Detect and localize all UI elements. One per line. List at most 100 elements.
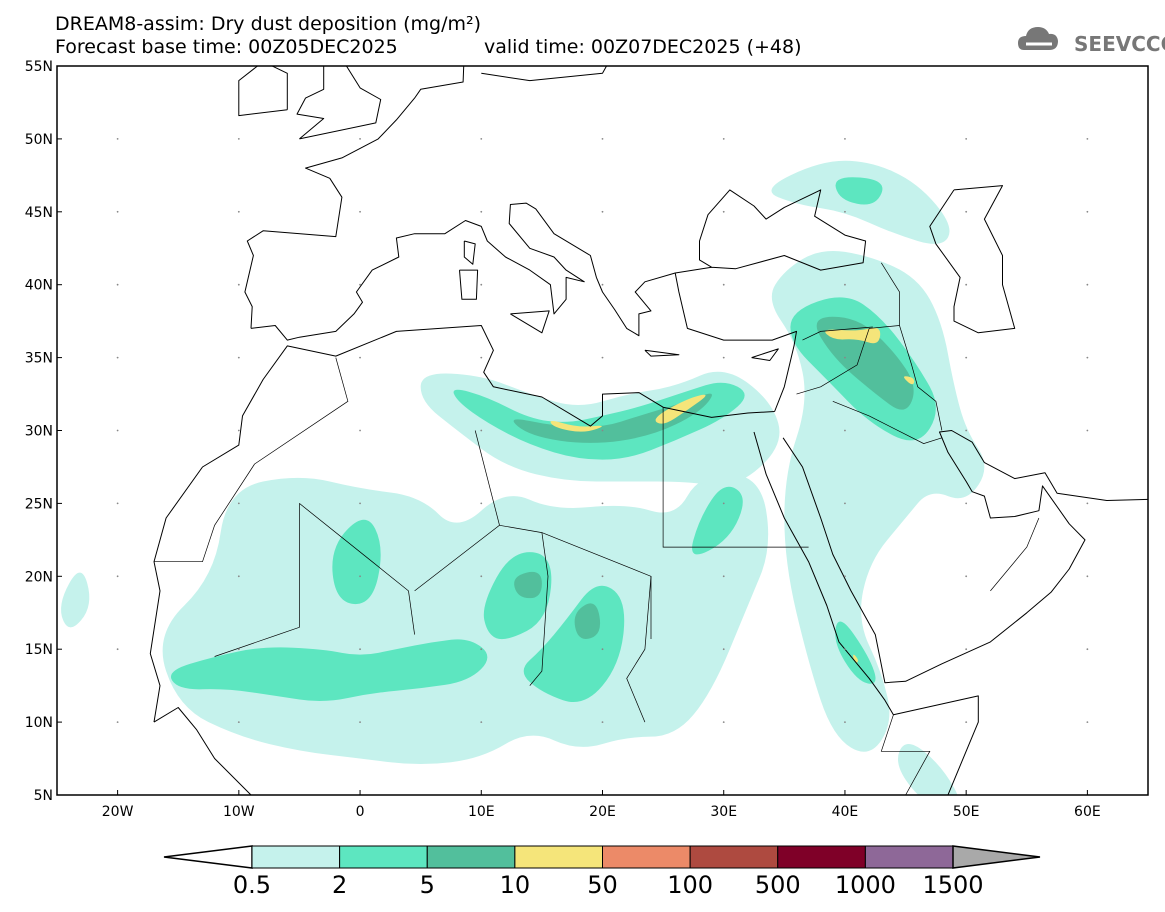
grid-dot	[601, 138, 604, 140]
dust-contour-libya-dark	[513, 393, 712, 443]
grid-dot	[965, 721, 968, 723]
grid-dot	[722, 429, 725, 432]
grid-dot	[965, 283, 968, 286]
grid-dot	[116, 210, 119, 213]
dust-contour-sahel-light	[162, 474, 769, 765]
grid-dot	[480, 429, 483, 432]
grid-dot	[722, 356, 725, 359]
grid-dot	[359, 721, 361, 723]
coast-europe-med	[250, 202, 676, 341]
grid-dot	[1086, 429, 1089, 432]
colorbar-level-label: 50	[587, 871, 618, 899]
grid-dot	[480, 283, 483, 286]
grid-dot	[601, 721, 604, 723]
grid-dot	[237, 575, 240, 578]
grid-dot	[722, 283, 725, 286]
grid-dot	[359, 283, 361, 286]
colorbar-level-label: 100	[667, 871, 713, 899]
dust-contour-syria-yellow	[825, 327, 881, 344]
country-border	[880, 714, 931, 795]
lon-label: 20E	[589, 804, 616, 820]
lon-label: 60E	[1074, 804, 1101, 820]
country-border	[254, 357, 349, 465]
colorbar-swatch	[514, 845, 603, 869]
country-border	[802, 326, 873, 341]
grid-dot	[965, 356, 968, 359]
grid-dot	[237, 721, 240, 723]
grid-dot	[359, 138, 361, 140]
lon-label: 10W	[223, 804, 255, 820]
grid-dot	[1086, 648, 1089, 651]
grid-dot	[601, 575, 604, 578]
grid-dot	[601, 648, 604, 651]
grid-dot	[116, 575, 119, 578]
grid-dot	[965, 648, 968, 651]
grid-dot	[359, 356, 361, 359]
grid-dot	[965, 429, 968, 432]
dust-contour-egypt-mid	[692, 486, 743, 555]
dust-contour-caucasus-mid	[835, 177, 883, 205]
grid-dot	[237, 502, 240, 505]
grid-dot	[480, 138, 483, 140]
country-border	[899, 325, 943, 431]
grid-dots	[116, 138, 1089, 723]
map-title: DREAM8-assim: Dry dust deposition (mg/m²…	[55, 13, 481, 35]
lon-label: 50E	[953, 804, 980, 820]
cloud-icon	[1018, 27, 1058, 50]
grid-dot	[722, 210, 725, 213]
grid-dot	[237, 283, 240, 286]
grid-dot	[601, 283, 604, 286]
dust-contour-chad-dark	[574, 603, 601, 639]
dust-contour-mali-mid	[332, 519, 381, 605]
grid-dot	[237, 648, 240, 651]
grid-dot	[480, 356, 483, 359]
coast-caspian	[929, 185, 1016, 334]
coast-arabia	[782, 430, 1148, 684]
grid-dot	[1086, 138, 1089, 140]
country-border	[214, 503, 300, 657]
grid-dot	[722, 575, 725, 578]
dust-contour-niger-dark	[514, 571, 542, 599]
coast-baltic	[481, 66, 608, 82]
grid-dot	[1086, 575, 1089, 578]
grid-dot	[480, 721, 483, 723]
grid-dot	[1086, 721, 1089, 723]
colorbar-swatch	[602, 845, 691, 869]
dust-contour-libya-mid	[453, 382, 745, 460]
grid-dot	[116, 721, 119, 723]
lat-label: 10N	[25, 715, 53, 731]
lat-label: 40N	[25, 278, 53, 294]
grid-dot	[844, 575, 846, 578]
grid-dot	[844, 721, 846, 723]
lat-label: 25N	[25, 496, 53, 512]
lat-label: 30N	[25, 424, 53, 440]
grid-dot	[844, 502, 846, 505]
coastlines-and-borders	[149, 66, 1148, 795]
longitude-labels: 20W 10W 0 10E 20E 30E 40E 50E 60E	[102, 790, 1101, 820]
grid-dot	[844, 356, 846, 359]
grid-dot	[844, 210, 846, 213]
grid-dot	[601, 210, 604, 213]
country-border	[796, 325, 900, 395]
dust-contour-sahel-west-mid	[170, 639, 488, 702]
dust-contour-iraq-dark	[816, 316, 914, 410]
grid-dot	[722, 648, 725, 651]
colorbar-level-label: 5	[420, 871, 435, 899]
grid-dot	[116, 356, 119, 359]
country-border	[626, 576, 652, 723]
colorbar-swatch	[339, 845, 428, 869]
grid-dot	[601, 356, 604, 359]
grid-dot	[844, 648, 846, 651]
country-border	[529, 532, 549, 686]
colorbar-level-label: 10	[500, 871, 531, 899]
grid-dot	[1086, 283, 1089, 286]
seevccc-logo: SEEVCCC	[1018, 27, 1165, 56]
colorbar-level-label: 1500	[922, 871, 983, 899]
latitude-labels: 55N 50N 45N 40N 35N 30N 25N 20N 15N 10N 5N	[25, 59, 62, 804]
grid-dot	[359, 429, 361, 432]
lat-label: 55N	[25, 59, 53, 75]
colorbar-above-triangle	[952, 845, 1041, 869]
coast-corsica	[463, 240, 476, 265]
colorbar-level-label: 1000	[835, 871, 896, 899]
